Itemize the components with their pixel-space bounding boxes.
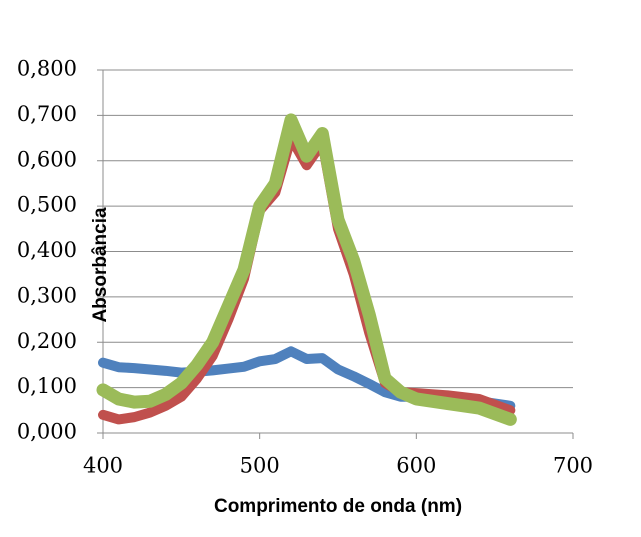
y-tick-label: 0,700	[17, 102, 77, 126]
y-tick-label: 0,600	[17, 147, 77, 171]
series-line	[96, 113, 517, 426]
y-axis-label: Absorbância	[90, 207, 111, 323]
y-tick-label: 0,000	[17, 420, 77, 444]
y-tick-label: 0,500	[17, 193, 77, 217]
y-tick-label: 0,200	[17, 329, 77, 353]
y-tick-label: 0,100	[17, 374, 77, 398]
x-tick-label: 500	[240, 454, 280, 478]
x-tick-label: 400	[83, 454, 123, 478]
x-axis-label: Comprimento de onda (nm)	[214, 496, 462, 517]
series-line	[98, 133, 516, 425]
y-tick-label: 0,800	[17, 57, 77, 81]
y-tick-label: 0,400	[17, 238, 77, 262]
x-tick-label: 700	[553, 454, 593, 478]
x-tick-label: 600	[396, 454, 436, 478]
y-tick-label: 0,300	[17, 283, 77, 307]
